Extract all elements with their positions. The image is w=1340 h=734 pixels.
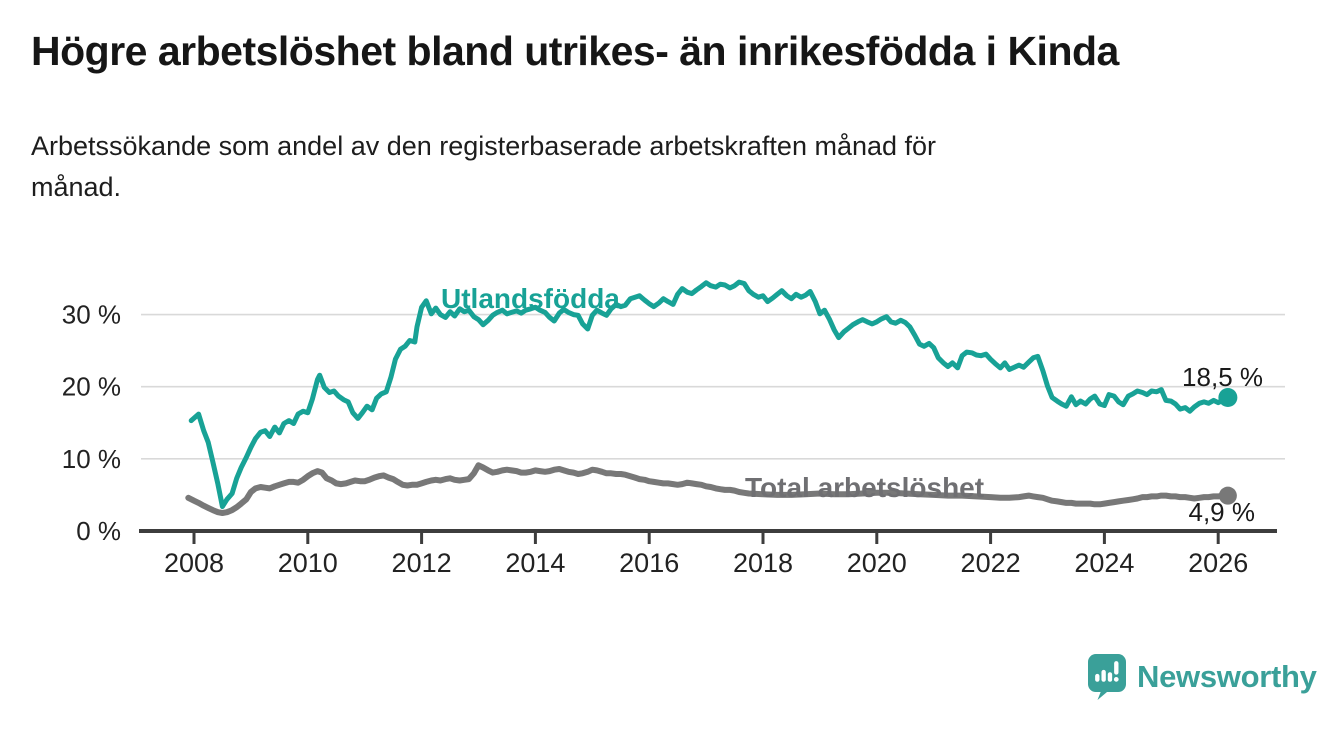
x-tick-label-2008: 2008 <box>164 548 224 578</box>
y-tick-label-10: 10 % <box>62 444 121 474</box>
logo-exclamation-bar <box>1114 661 1119 675</box>
logo-bar-1 <box>1095 673 1100 682</box>
series-line-total-arbetsloshet <box>185 462 1231 516</box>
y-tick-label-0: 0 % <box>76 516 121 546</box>
end-value-utlandsfodda: 18,5 % <box>1182 362 1263 392</box>
newsworthy-logo-icon <box>1088 654 1126 700</box>
subtitle-line-1: Arbetssökande som andel av den registerb… <box>31 131 937 161</box>
chart-subtitle: Arbetssökande som andel av den registerb… <box>31 126 936 208</box>
series-label-total-arbetsloshet: Total arbetslöshet <box>745 472 985 503</box>
end-dot-utlandsfodda <box>1218 388 1238 408</box>
end-dot-total-arbetsloshet <box>1218 486 1237 505</box>
newsworthy-logo-text: Newsworthy <box>1137 659 1317 694</box>
page-title: Högre arbetslöshet bland utrikes- än inr… <box>31 28 1119 74</box>
x-tick-label-2012: 2012 <box>392 548 452 578</box>
subtitle-line-2: månad. <box>31 172 122 202</box>
series-label-utlandsfodda: Utlandsfödda <box>441 283 620 314</box>
newsworthy-logo: Newsworthy <box>1088 654 1317 700</box>
logo-bar-2 <box>1101 669 1106 682</box>
x-tick-label-2016: 2016 <box>619 548 679 578</box>
x-tick-label-2024: 2024 <box>1074 548 1134 578</box>
logo-exclamation-dot <box>1113 677 1119 682</box>
x-tick-label-2018: 2018 <box>733 548 793 578</box>
y-tick-label-20: 20 % <box>62 372 121 402</box>
x-tick-label-2020: 2020 <box>847 548 907 578</box>
x-tick-label-2026: 2026 <box>1188 548 1248 578</box>
x-tick-label-2010: 2010 <box>278 548 338 578</box>
x-tick-label-2022: 2022 <box>961 548 1021 578</box>
x-tick-label-2014: 2014 <box>505 548 565 578</box>
logo-bar-3 <box>1107 672 1113 682</box>
y-tick-label-30: 30 % <box>62 300 121 330</box>
end-value-total-arbetsloshet: 4,9 % <box>1188 497 1256 527</box>
series-line-utlandsfodda <box>188 279 1231 509</box>
